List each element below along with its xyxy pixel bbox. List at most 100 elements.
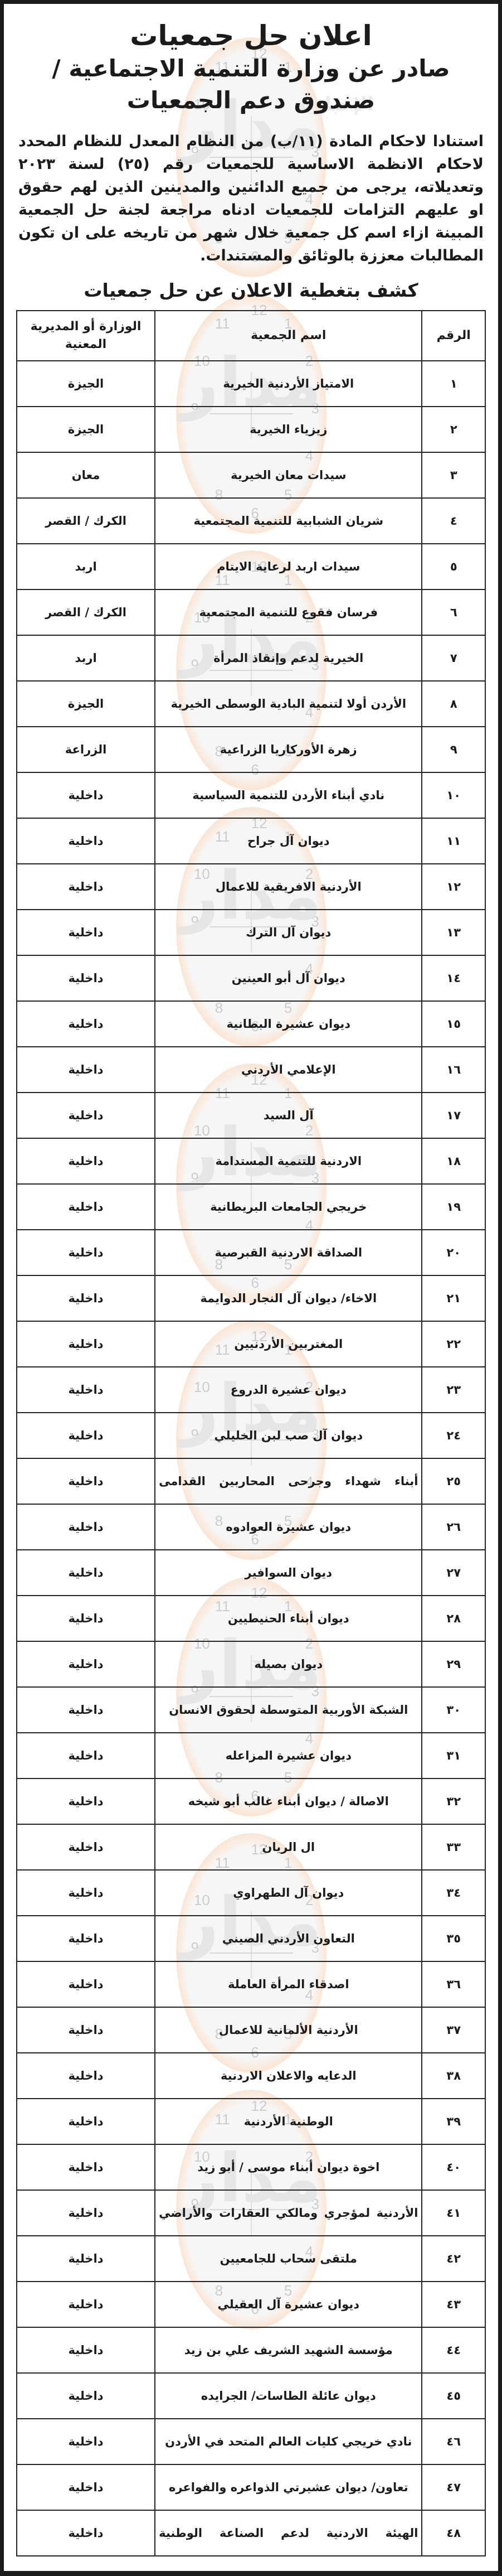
row-number: ١٤ [421,955,486,1002]
association-name: الامتياز الأردنية الخيرية [154,360,423,408]
association-name: الإعلامي الأردني [154,1046,423,1094]
row-number: ١١ [421,818,486,865]
ministry-name: داخلية [16,1092,156,1139]
page-title-line1: اعلان حل جمعيات [130,20,372,52]
row-number: ١٣ [421,909,486,956]
association-name: ديوان آل الطهراوي [154,1869,423,1917]
table-row: ٢٥ أبناء شهداء وجرحى المحاربين القدامى داخ… [16,1458,486,1505]
table-row: ٩ زهرة الأوركاريا الزراعية الزراعة [16,726,486,774]
association-name: ديوان آل صب لبن الخليلي [154,1412,423,1459]
table-row: ١٠ نادي أبناء الأردن للتنمية السياسية داخل… [16,772,486,819]
table-row: ٢٨ ديوان أبناء الحنيطيين داخلية [16,1595,486,1642]
row-number: ١ [421,360,486,408]
row-number: ١٩ [421,1183,486,1231]
row-number: ٢٣ [421,1366,486,1414]
row-number: ٣٦ [421,1961,486,2008]
table-row: ٢٢ المغتربين الأردنيين داخلية [16,1321,486,1368]
association-name: مؤسسة الشهيد الشريف علي بن زيد [154,2327,423,2374]
association-name: ديوان بصيله [154,1641,423,1688]
row-number: ٢ [421,406,486,453]
ministry-name: داخلية [16,2418,156,2466]
table-row: ٣٩ الوطنية الأردنية داخلية [16,2098,486,2145]
table-body: ١ الامتياز الأردنية الخيرية الجيزة ٢ زيزياء … [16,360,486,2557]
table-row: ٤٧ تعاون/ ديوان عشيرتي الذواعره والفواعره… [16,2464,486,2511]
association-name: الخيرية لدعم وإنقاذ المرأة [154,635,423,682]
ministry-name: اربد [16,635,156,682]
row-number: ٤٦ [421,2418,486,2466]
row-number: ٣٥ [421,1915,486,1963]
ministry-name: داخلية [16,955,156,1002]
table-row: ٢٠ الصداقة الاردنية القبرصية داخلية [16,1229,486,1277]
table-row: ٤٣ ديوان عشيرة آل العقيلي داخلية [16,2281,486,2328]
table-row: ٤٨ الهيئة الاردنية لدعم الصناعة الوطنية دا… [16,2510,486,2557]
ministry-name: داخلية [16,2098,156,2145]
row-number: ٣١ [421,1732,486,1780]
association-name: التعاون الأردني الصيني [154,1915,423,1963]
table-row: ٨ الأردن أولا لتنمية البادية الوسطى الخير… [16,680,486,728]
association-name: ديوان السوافير [154,1549,423,1597]
table-row: ٢٧ ديوان السوافير داخلية [16,1549,486,1597]
association-name: ديوان عائلة الطاسات/ الجرايده [154,2372,423,2420]
row-number: ٤٨ [421,2510,486,2557]
table-row: ٢٩ ديوان بصيله داخلية [16,1641,486,1688]
association-name: ديوان عشيرة البطانية [154,1001,423,1048]
row-number: ٤٧ [421,2464,486,2511]
association-name: الاخاء/ ديوان آل النجار الدوايمة [154,1275,423,1322]
table-row: ١٢ الأردنية الافريقية للاعمال داخلية [16,863,486,911]
table-row: ٣٥ التعاون الأردني الصيني داخلية [16,1915,486,1963]
row-number: ٩ [421,726,486,774]
ministry-name: داخلية [16,1229,156,1277]
association-name-text: الأردنية لمؤجري ومالكي العقارات والأراضي [159,2206,418,2220]
row-number: ١٦ [421,1046,486,1094]
row-number: ٣٩ [421,2098,486,2145]
table-row: ٣٨ الدعايه والاعلان الاردنية داخلية [16,2052,486,2100]
ministry-name: داخلية [16,1458,156,1505]
row-number: ١٨ [421,1138,486,1185]
association-name: الصداقة الاردنية القبرصية [154,1229,423,1277]
table-row: ٤٥ ديوان عائلة الطاسات/ الجرايده داخلية [16,2372,486,2420]
association-name: فرسان فقوع للتنمية المجتمعية [154,589,423,636]
association-name: أبناء شهداء وجرحى المحاربين القدامى [154,1458,423,1505]
ministry-name: داخلية [16,863,156,911]
table-row: ١٤ ديوان آل أبو العينين داخلية [16,955,486,1002]
association-name: ديوان عشيرة العوادوه [154,1504,423,1551]
association-name: ديوان آل أبو العينين [154,955,423,1002]
ministry-name: داخلية [16,818,156,865]
column-header-number: الرقم [421,310,486,362]
association-name: المغتربين الأردنيين [154,1321,423,1368]
table-row: ٣٢ الاصالة / ديوان أبناء غالب أبو شيخه داخ… [16,1778,486,1825]
row-number: ٣٨ [421,2052,486,2100]
association-name: اصدقاء المرأة العاملة [154,1961,423,2008]
row-number: ٨ [421,680,486,728]
ministry-name: داخلية [16,1001,156,1048]
association-name: نادي خريجي كليات العالم المتحد في الأردن [154,2418,423,2466]
association-name: الدعايه والاعلان الاردنية [154,2052,423,2100]
table-row: ٣٣ ال الريان داخلية [16,1824,486,1871]
row-number: ٤١ [421,2190,486,2237]
column-header-ministry: الوزارة أو المديرية المعنية [16,310,156,362]
ministry-name: الجيزة [16,680,156,728]
ministry-name: داخلية [16,1366,156,1414]
ministry-name: داخلية [16,1183,156,1231]
row-number: ٢٠ [421,1229,486,1277]
row-number: ٢٥ [421,1458,486,1505]
ministry-name: الكرك / القصر [16,589,156,636]
association-name: زهرة الأوركاريا الزراعية [154,726,423,774]
row-number: ٢٨ [421,1595,486,1642]
table-head: الرقم اسم الجمعية الوزارة أو المديرية ال… [16,310,486,362]
table-row: ٤٤ مؤسسة الشهيد الشريف علي بن زيد داخلية [16,2327,486,2374]
ministry-name: داخلية [16,1321,156,1368]
association-name: تعاون/ ديوان عشيرتي الذواعره والفواعره [154,2464,423,2511]
association-name: سيدات معان الخيرية [154,452,423,499]
association-name: زيزياء الخيرية [154,406,423,453]
table-row: ١٩ خريجي الجامعات البريطانية داخلية [16,1183,486,1231]
association-name: ديوان عشيرة الدروع [154,1366,423,1414]
row-number: ٢١ [421,1275,486,1322]
table-row: ٤٢ ملتقى سحاب للجامعيين داخلية [16,2235,486,2283]
ministry-name: داخلية [16,1595,156,1642]
association-name: الاردنية للتنمية المستدامة [154,1138,423,1185]
table-row: ٤٠ اخوة ديوان أبناء موسى / أبو زيد داخلية [16,2144,486,2191]
association-name: ديوان عشيرة آل العقيلي [154,2281,423,2328]
ministry-name: داخلية [16,1641,156,1688]
